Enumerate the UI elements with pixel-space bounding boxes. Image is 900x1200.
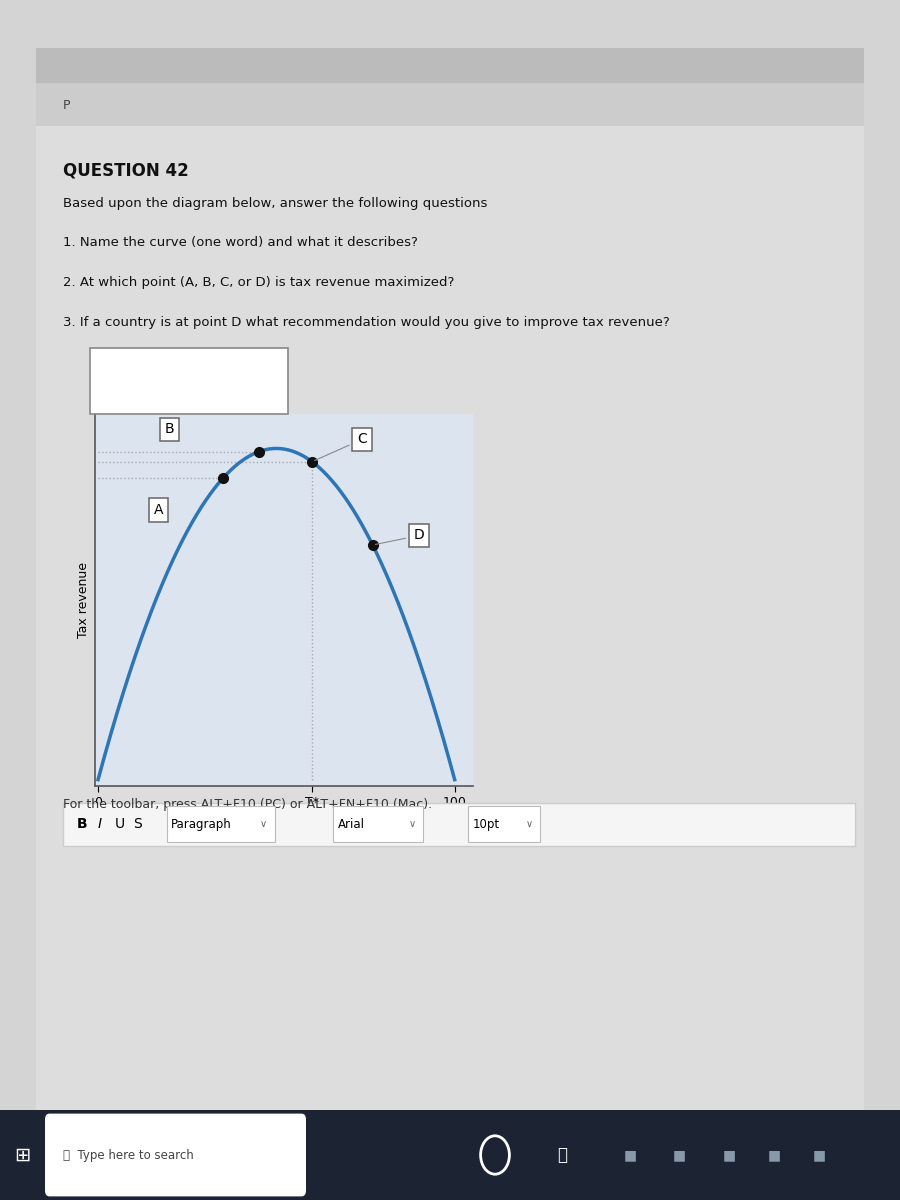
Text: D: D bbox=[375, 528, 425, 545]
Text: C: C bbox=[315, 432, 367, 461]
Text: 🔍  Type here to search: 🔍 Type here to search bbox=[63, 1148, 194, 1162]
Text: B: B bbox=[76, 817, 87, 832]
Text: 3. If a country is at point D what recommendation would you give to improve tax : 3. If a country is at point D what recom… bbox=[63, 316, 670, 329]
Text: For the toolbar, press ALT+F10 (PC) or ALT+FN+F10 (Mac).: For the toolbar, press ALT+F10 (PC) or A… bbox=[63, 798, 432, 811]
Text: S: S bbox=[133, 817, 142, 832]
Text: 10pt: 10pt bbox=[472, 818, 500, 830]
Text: ⧈: ⧈ bbox=[557, 1146, 568, 1164]
Y-axis label: Tax revenue: Tax revenue bbox=[77, 562, 90, 638]
Text: ■: ■ bbox=[723, 1148, 735, 1162]
Text: ■: ■ bbox=[673, 1148, 686, 1162]
X-axis label: Tax rate: Tax rate bbox=[258, 814, 309, 827]
Text: ∨: ∨ bbox=[260, 820, 267, 829]
Text: ■: ■ bbox=[813, 1148, 825, 1162]
Text: P: P bbox=[63, 100, 70, 112]
Text: ∨: ∨ bbox=[526, 820, 533, 829]
Text: I: I bbox=[97, 817, 102, 832]
Text: U: U bbox=[115, 817, 125, 832]
Text: Based upon the diagram below, answer the following questions: Based upon the diagram below, answer the… bbox=[63, 197, 488, 210]
Text: Paragraph: Paragraph bbox=[171, 818, 232, 830]
Text: ⊞: ⊞ bbox=[14, 1146, 31, 1164]
Text: ∨: ∨ bbox=[409, 820, 416, 829]
Text: B: B bbox=[165, 422, 175, 437]
Text: A: A bbox=[154, 503, 164, 517]
Text: ■: ■ bbox=[768, 1148, 780, 1162]
Text: Arial: Arial bbox=[338, 818, 364, 830]
Text: 1. Name the curve (one word) and what it describes?: 1. Name the curve (one word) and what it… bbox=[63, 236, 418, 250]
Text: 2. At which point (A, B, C, or D) is tax revenue maximized?: 2. At which point (A, B, C, or D) is tax… bbox=[63, 276, 454, 289]
Text: QUESTION 42: QUESTION 42 bbox=[63, 162, 189, 180]
Text: ■: ■ bbox=[624, 1148, 636, 1162]
